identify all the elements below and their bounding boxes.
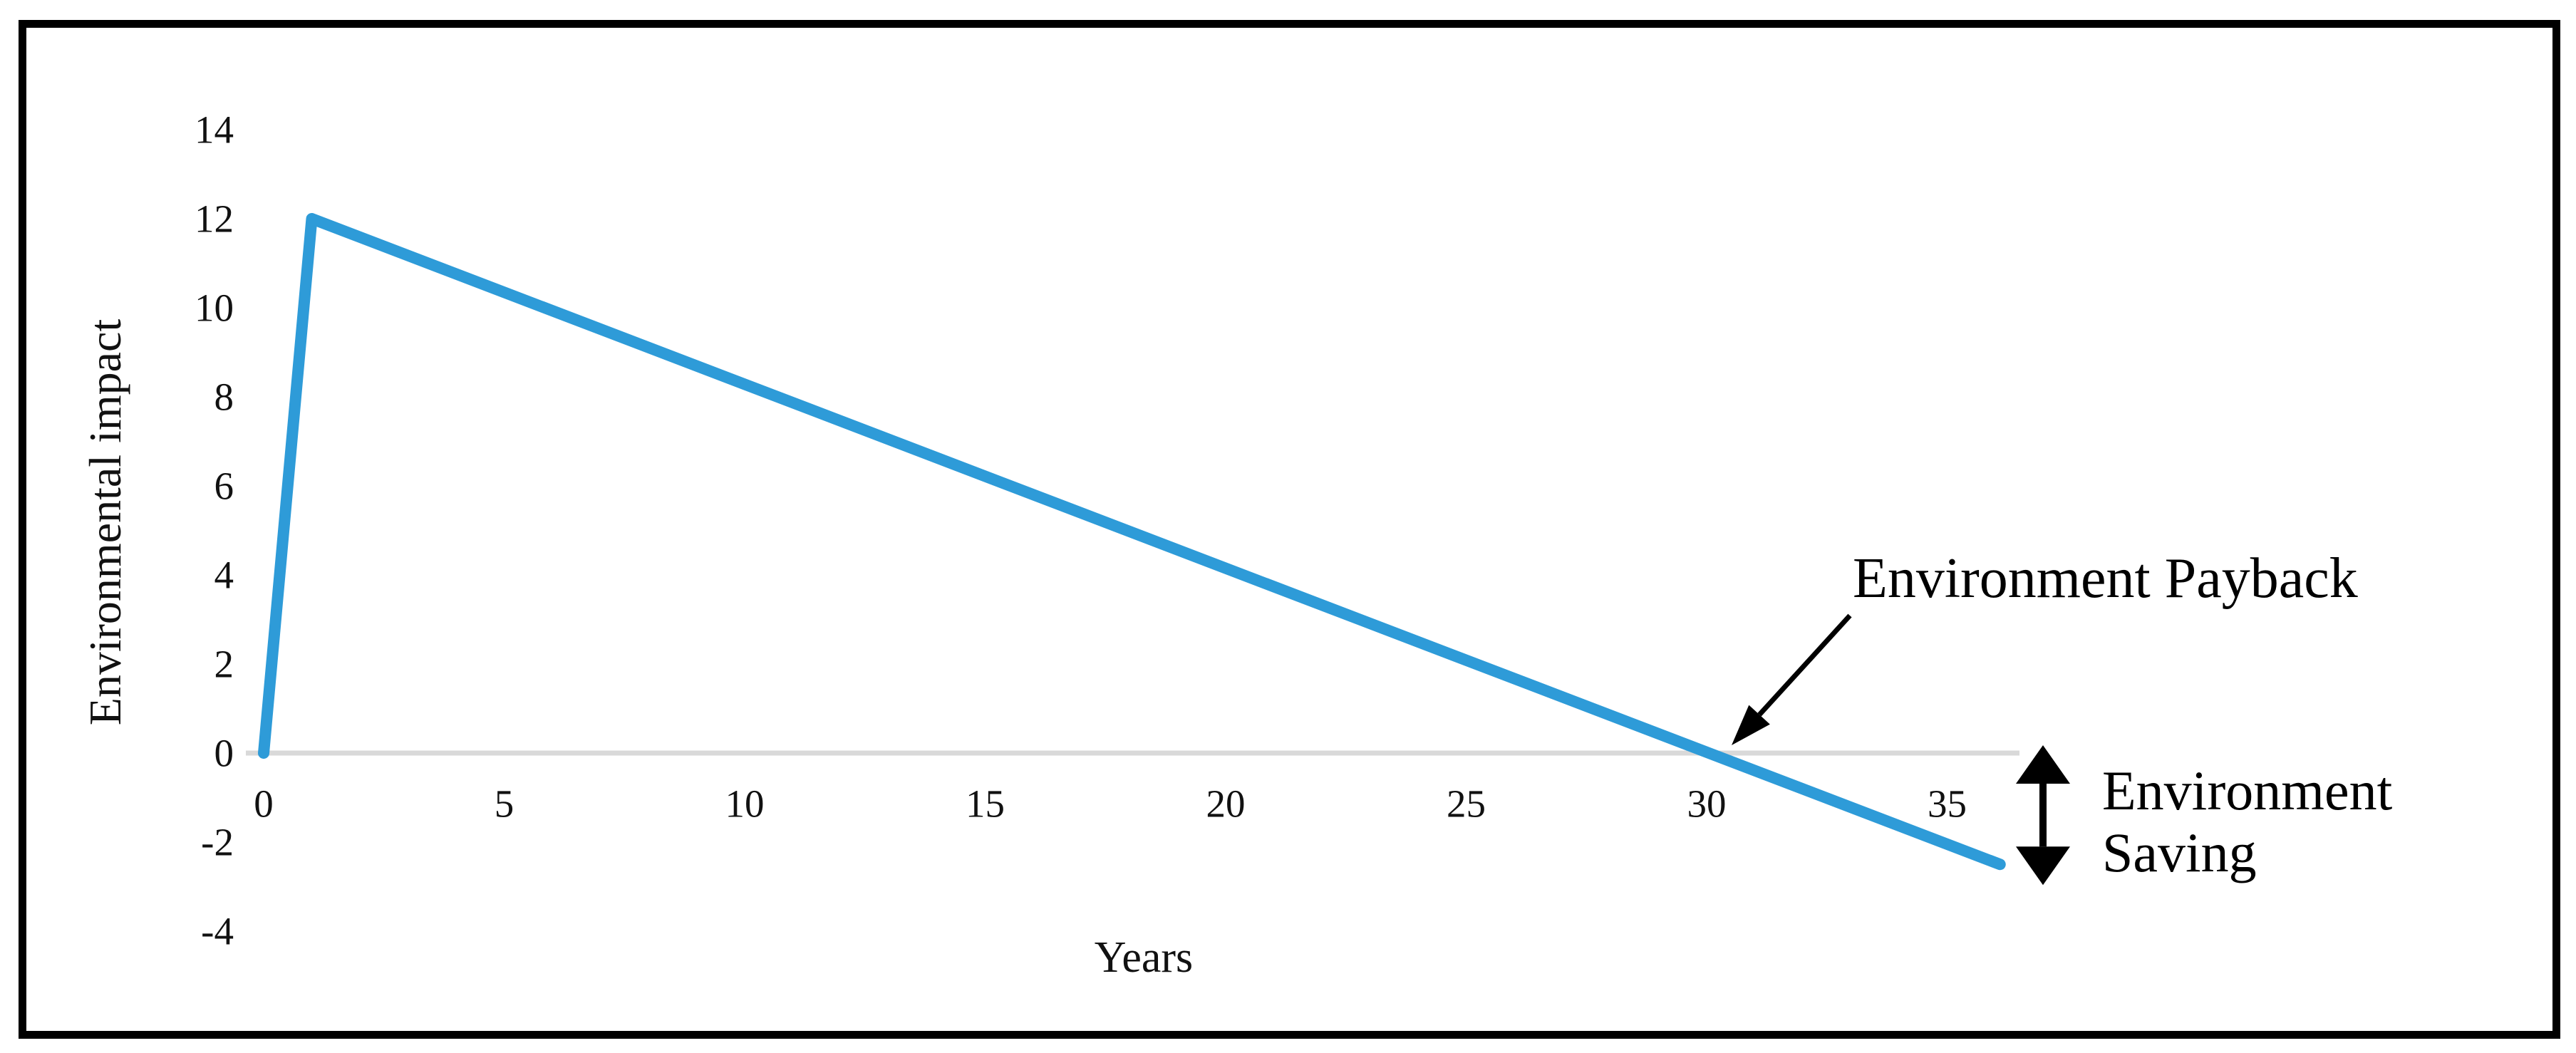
y-axis-title: Environmental impact (80, 318, 130, 726)
x-tick-label-25: 25 (1447, 782, 1486, 826)
y-tick-label-12: 12 (195, 197, 234, 241)
y-tick-label-10: 10 (195, 286, 234, 330)
environment-payback-annotation: Environment Payback (1853, 547, 2358, 610)
y-tick-label--2: -2 (201, 820, 234, 864)
x-tick-label-15: 15 (966, 782, 1005, 826)
y-tick-label-6: 6 (214, 464, 234, 508)
figure-border (19, 20, 2560, 1039)
impact-line-series (258, 213, 2006, 871)
x-tick-label-20: 20 (1206, 782, 1246, 826)
y-tick-label-0: 0 (214, 731, 234, 775)
y-tick-label-14: 14 (195, 108, 234, 152)
x-tick-label-0: 0 (254, 782, 274, 826)
environment-saving-line1: Environment (2102, 759, 2393, 821)
payback-arrowhead (1732, 705, 1770, 745)
x-tick-label-10: 10 (725, 782, 765, 826)
environment-saving-line2: Saving (2102, 821, 2257, 884)
y-tick-label-2: 2 (214, 642, 234, 686)
x-tick-label-35: 35 (1928, 782, 1967, 826)
saving-arrowhead-down (2016, 846, 2070, 886)
saving-arrowhead-up (2016, 745, 2070, 784)
x-tick-label-30: 30 (1687, 782, 1727, 826)
y-tick-label-4: 4 (214, 553, 234, 597)
y-tick-label--4: -4 (201, 909, 234, 953)
environment-saving-annotation: Environment Saving (2102, 759, 2392, 884)
payback-arrow-line (1757, 613, 1852, 717)
x-tick-label-5: 5 (494, 782, 514, 826)
y-tick-label-8: 8 (214, 375, 234, 419)
x-axis-title: Years (1094, 933, 1194, 982)
